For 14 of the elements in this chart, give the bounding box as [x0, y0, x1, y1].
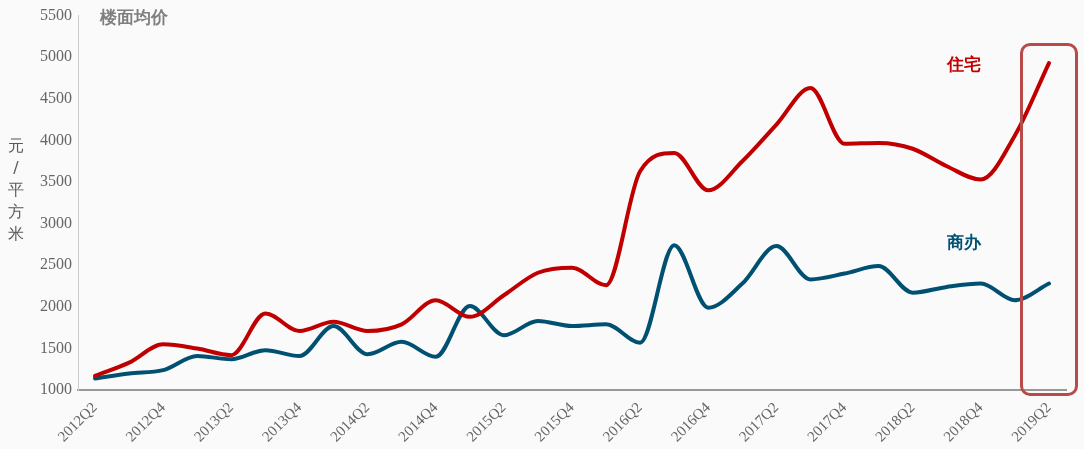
y-tick-label: 2500 [40, 255, 72, 273]
y-tick-label: 1500 [40, 338, 72, 356]
y-tick-label: 4500 [40, 89, 72, 107]
y-tick-label: 5000 [40, 47, 72, 65]
y-tick-label: 3000 [40, 213, 72, 231]
text: 住宅 [945, 53, 981, 74]
y-axis-title: 元/平方米 [7, 135, 25, 245]
y-tick-label: 2000 [40, 297, 72, 315]
y-tick-label: 4000 [40, 130, 72, 148]
y-tick-label: 5500 [40, 5, 72, 23]
y-tick-label: 3500 [40, 172, 72, 190]
chart-title: 楼面均价 [100, 6, 168, 29]
series-label: 商办 [945, 231, 982, 252]
y-tick-label: 1000 [40, 380, 72, 398]
